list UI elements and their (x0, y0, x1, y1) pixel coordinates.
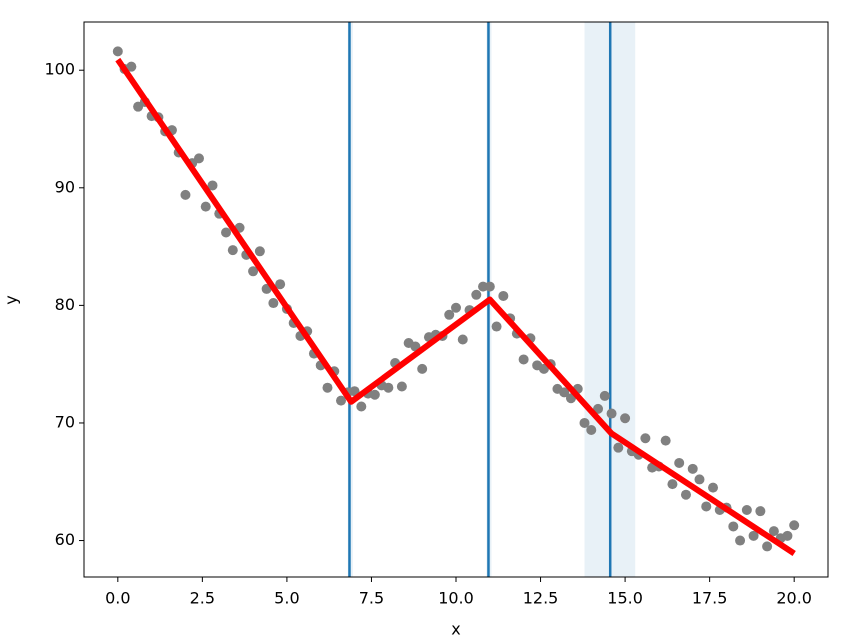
x-tick-label: 10.0 (438, 589, 474, 608)
point (748, 530, 759, 541)
x-tick-label: 2.5 (190, 589, 215, 608)
point (484, 281, 495, 292)
x-tick-label: 5.0 (274, 589, 299, 608)
point (207, 180, 218, 191)
point (180, 189, 191, 200)
point (396, 381, 407, 392)
point (471, 289, 482, 300)
y-tick-label: 70 (55, 412, 75, 431)
point (193, 153, 204, 164)
point (518, 354, 529, 365)
point (762, 541, 773, 552)
point (349, 386, 360, 397)
point (680, 489, 691, 500)
x-tick-label: 0.0 (105, 589, 130, 608)
point (768, 526, 779, 537)
x-tick-label: 7.5 (359, 589, 384, 608)
y-tick-label: 100 (44, 60, 75, 79)
x-tick-label: 12.5 (523, 589, 559, 608)
point (221, 227, 232, 238)
plot-frame (83, 21, 829, 578)
point (728, 521, 739, 532)
point (498, 290, 509, 301)
point (782, 530, 793, 541)
y-tick-label: 90 (55, 177, 75, 196)
x-axis-label: x (451, 620, 460, 639)
point (268, 298, 279, 309)
y-tick-label: 80 (55, 295, 75, 314)
point (248, 266, 259, 277)
point (741, 504, 752, 515)
point (660, 435, 671, 446)
point (336, 395, 347, 406)
point (735, 535, 746, 546)
point (451, 302, 461, 313)
point (275, 279, 286, 290)
point (640, 433, 651, 444)
point (687, 463, 698, 474)
point (667, 479, 678, 490)
point (599, 390, 610, 401)
x-tick-label: 17.5 (692, 589, 728, 608)
point (593, 403, 604, 414)
point (613, 442, 624, 453)
y-tick-label: 60 (55, 530, 75, 549)
x-tick-label: 20.0 (776, 589, 812, 608)
point (383, 382, 394, 393)
point (789, 520, 800, 531)
point (227, 245, 238, 256)
point (701, 501, 712, 512)
point (586, 425, 597, 436)
point (444, 309, 455, 320)
point (417, 363, 428, 374)
point (356, 401, 367, 412)
point (491, 321, 502, 332)
x-tick-label: 15.0 (607, 589, 643, 608)
point (200, 201, 211, 212)
point (606, 408, 617, 419)
point (112, 46, 123, 57)
point (126, 61, 137, 72)
point (755, 506, 766, 517)
point (322, 382, 333, 393)
point (708, 482, 719, 493)
point (694, 474, 705, 485)
point (674, 457, 685, 468)
point (254, 246, 265, 257)
point (620, 413, 631, 424)
point (457, 334, 468, 345)
point (559, 387, 570, 398)
point (579, 417, 590, 428)
y-axis-label: y (2, 295, 21, 304)
fit-line (115, 57, 796, 556)
point (369, 389, 380, 400)
